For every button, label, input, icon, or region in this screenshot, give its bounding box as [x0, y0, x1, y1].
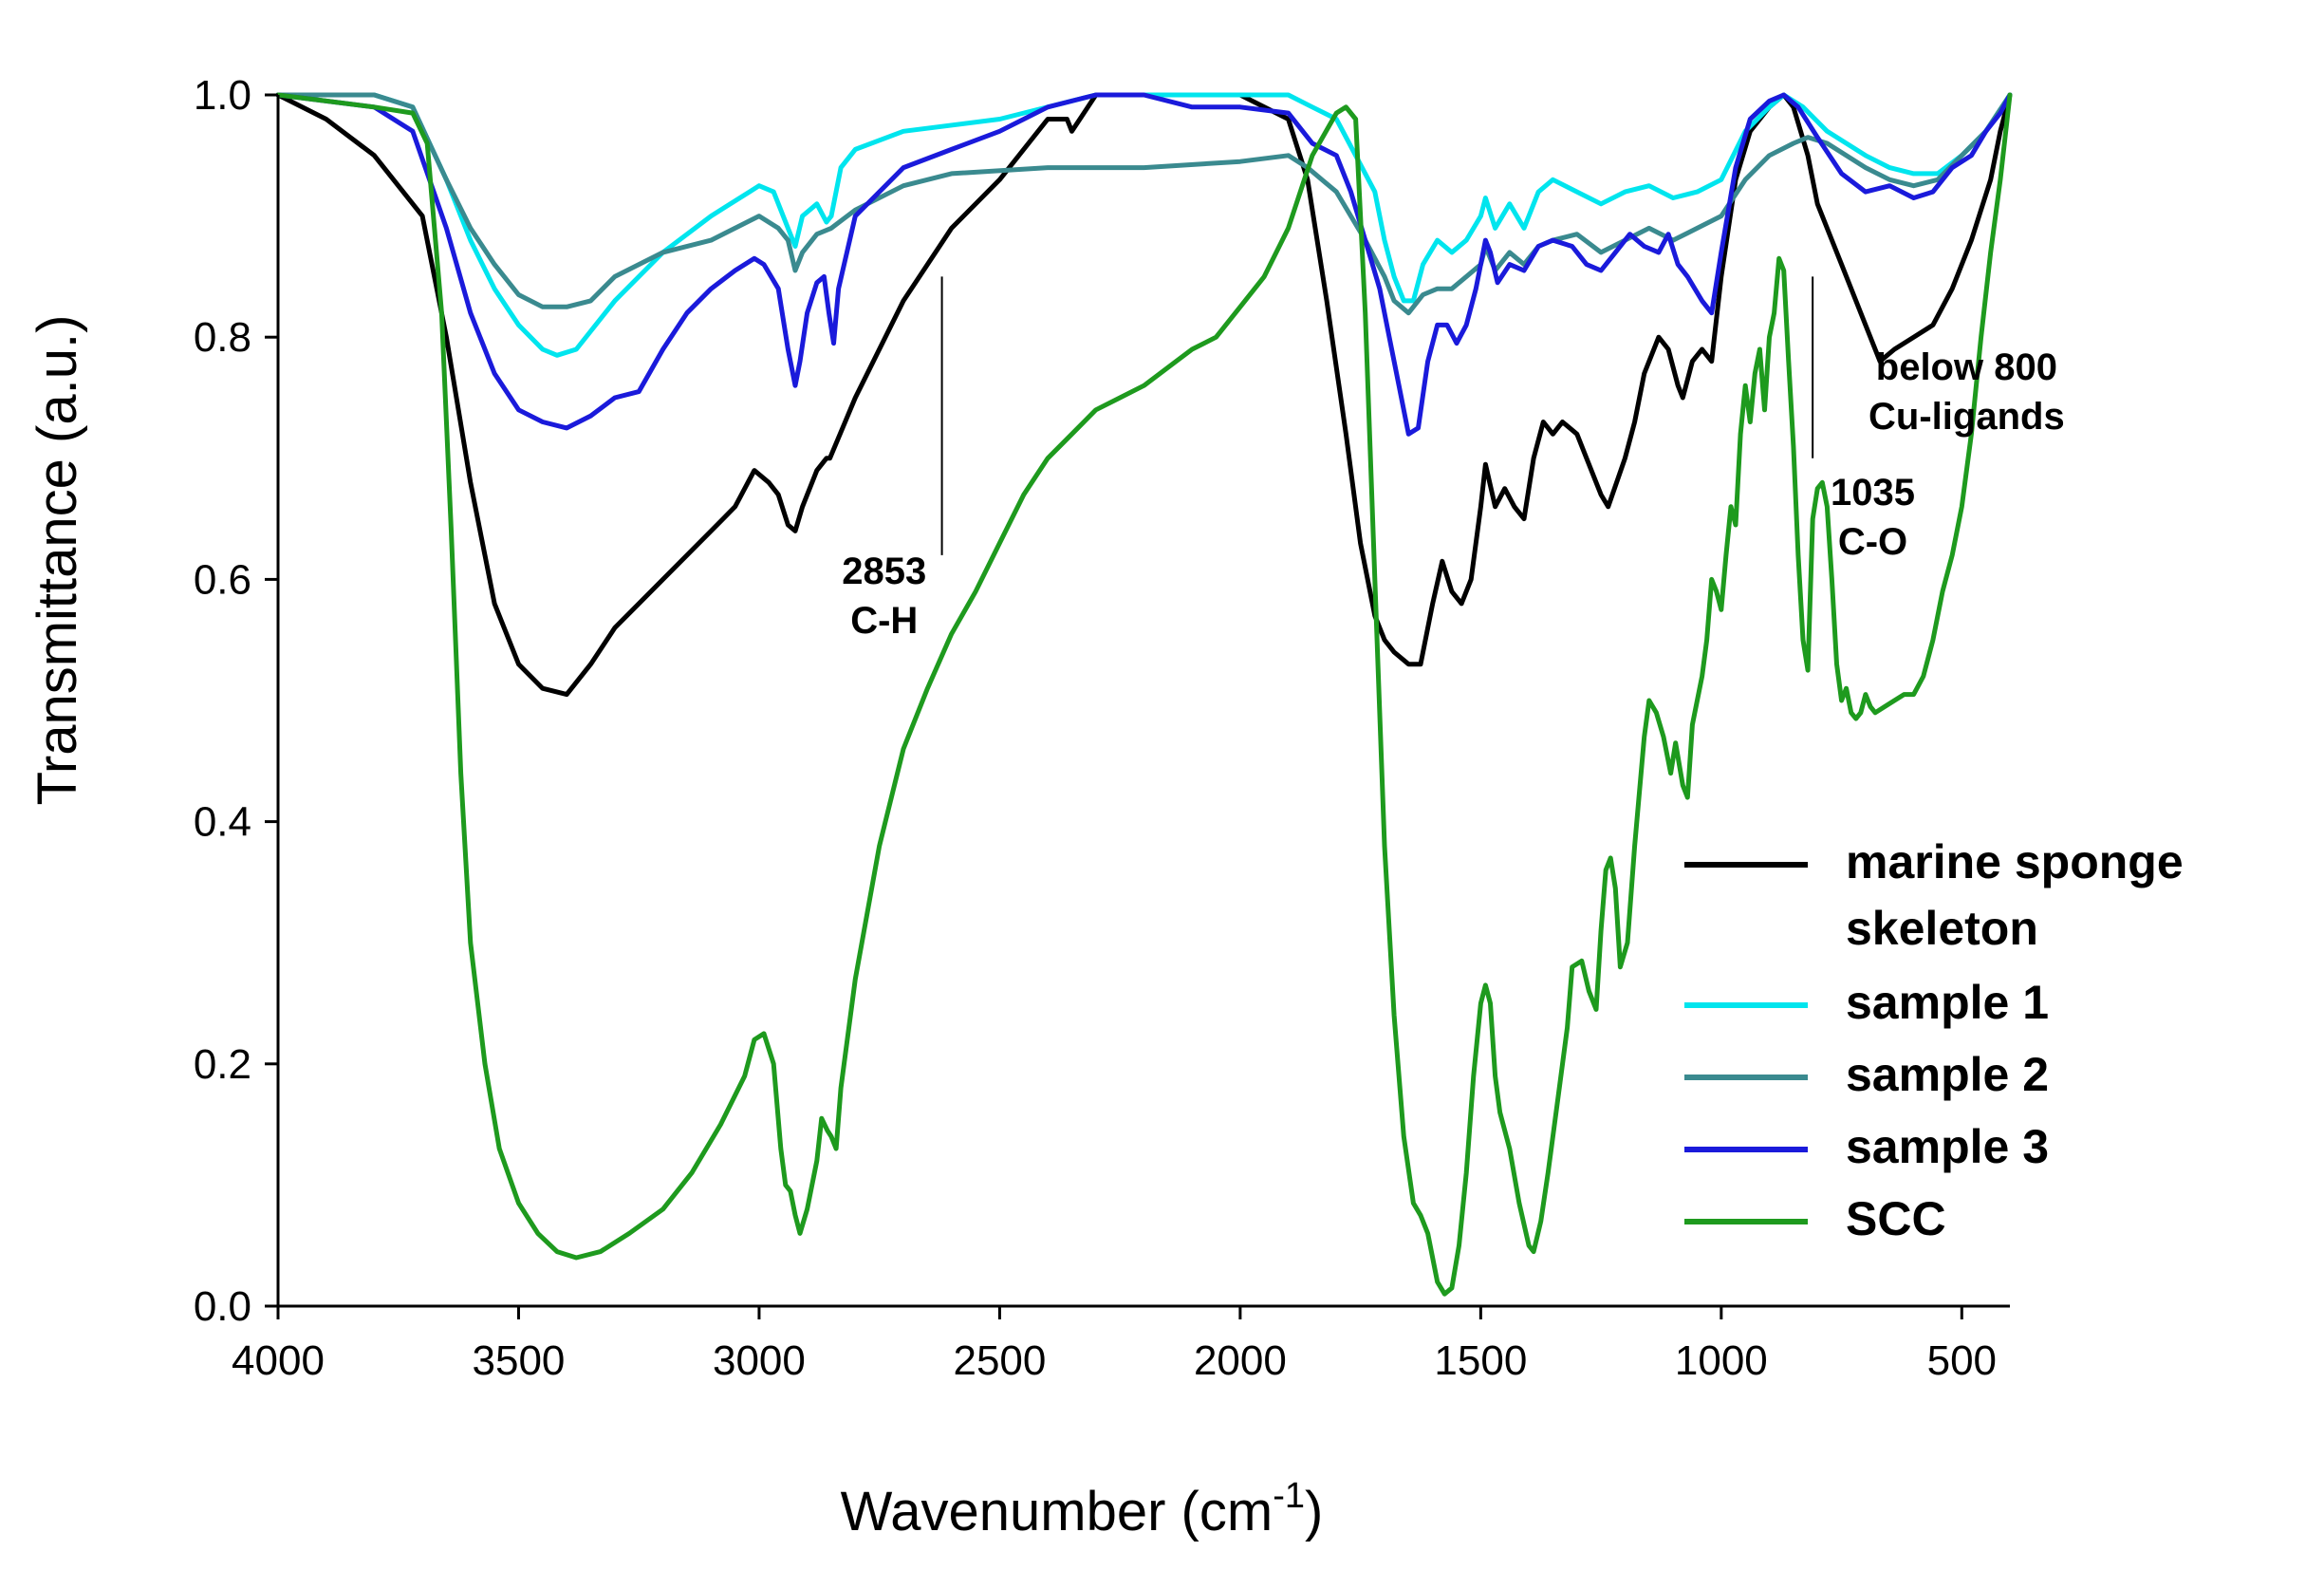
x-tick-label: 2500	[953, 1337, 1046, 1384]
x-axis-title: Wavenumber (cm-1)	[841, 1476, 1324, 1542]
legend: marine sponge skeleton sample 1 sample 2 sam…	[1684, 835, 2184, 1245]
y-tick-label: 1.0	[194, 72, 251, 119]
axes-layer: 0.0 0.2 0.4 0.6 0.8 1.0 4000 3500 3000 2500 2000 15…	[194, 72, 2010, 1384]
y-tick-label: 0.2	[194, 1041, 251, 1088]
x-tick-label: 500	[1927, 1337, 1997, 1384]
annotation-layer: 2853 C-H 1035 C-O below 800 Cu-ligands	[842, 276, 2065, 642]
annotation-label: Cu-ligands	[1868, 396, 2065, 438]
x-tick-label: 1500	[1434, 1337, 1527, 1384]
legend-label-3: sample 2	[1846, 1048, 2049, 1101]
legend-label-5: SCC	[1846, 1192, 1946, 1245]
x-tick-label: 3000	[713, 1337, 806, 1384]
annotation-label: 2853	[842, 551, 926, 592]
x-tick-label: 4000	[232, 1337, 325, 1384]
x-tick-label: 3500	[473, 1337, 566, 1384]
legend-label-2: sample 1	[1846, 976, 2049, 1029]
y-tick-label: 0.0	[194, 1283, 251, 1330]
legend-label-4: sample 3	[1846, 1120, 2049, 1173]
x-tick-label: 2000	[1194, 1337, 1287, 1384]
series-line-3	[275, 92, 2013, 316]
series-layer	[275, 92, 2013, 1297]
x-axis-title-close: )	[1305, 1481, 1323, 1542]
y-axis-title: Transmittance (a.u.)	[27, 315, 88, 806]
x-tick-label: 1000	[1675, 1337, 1768, 1384]
y-tick-label: 0.4	[194, 799, 251, 846]
series-line-5	[275, 92, 2013, 1297]
x-axis-title-text: Wavenumber (cm	[841, 1481, 1274, 1542]
y-tick-label: 0.8	[194, 314, 251, 361]
legend-label-1: marine sponge	[1846, 835, 2184, 888]
annotation-label: C-H	[850, 600, 918, 642]
series-line-4	[275, 92, 2013, 437]
legend-label-1: skeleton	[1846, 902, 2038, 955]
annotation-label: below 800	[1876, 346, 2057, 388]
annotation-label: 1035	[1831, 472, 1915, 514]
x-axis-title-superscript: -1	[1273, 1476, 1305, 1516]
annotation-label: C-O	[1838, 521, 1907, 563]
y-tick-label: 0.6	[194, 556, 251, 603]
